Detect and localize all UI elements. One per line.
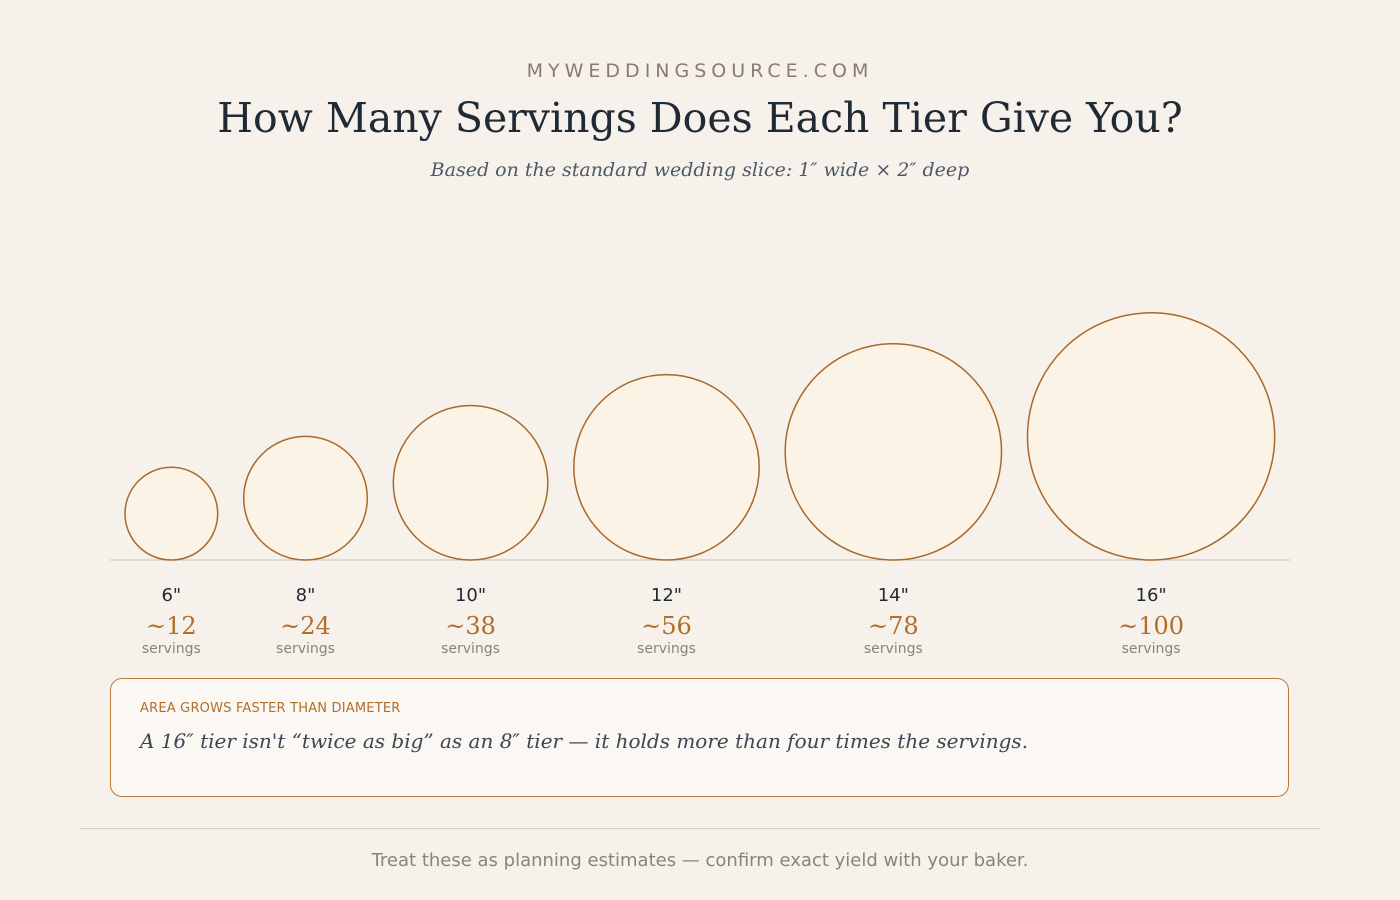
tier-servings-unit-6: servings xyxy=(142,641,201,657)
chart-title: How Many Servings Does Each Tier Give Yo… xyxy=(217,94,1183,142)
callout-text: A 16″ tier isn't “twice as big” as an 8″… xyxy=(140,729,1029,753)
tier-servings-unit-16: servings xyxy=(1122,641,1181,657)
callout-box: AREA GROWS FASTER THAN DIAMETER A 16″ ti… xyxy=(110,678,1289,797)
tier-circle-10 xyxy=(392,404,549,561)
footer-note: Treat these as planning estimates — conf… xyxy=(371,850,1029,871)
footer-divider xyxy=(80,828,1320,829)
brand-name: MYWEDDINGSOURCE.COM xyxy=(526,60,874,82)
callout-label: AREA GROWS FASTER THAN DIAMETER xyxy=(140,701,401,716)
tier-servings-unit-14: servings xyxy=(864,641,923,657)
tier-circle-12 xyxy=(573,373,760,561)
tier-circle-8 xyxy=(242,435,369,561)
tier-servings-value-8: ~24 xyxy=(280,612,331,640)
tier-size-label-8: 8" xyxy=(296,585,316,606)
tier-servings-unit-12: servings xyxy=(637,641,696,657)
tier-size-label-12: 12" xyxy=(651,585,682,606)
tier-servings-value-14: ~78 xyxy=(868,612,919,640)
tier-size-label-14: 14" xyxy=(878,585,909,606)
tier-servings-unit-8: servings xyxy=(276,641,335,657)
tier-servings-value-10: ~38 xyxy=(445,612,496,640)
tier-size-label-6: 6" xyxy=(161,585,181,606)
tier-circle-16 xyxy=(1026,312,1276,561)
tier-servings-value-12: ~56 xyxy=(641,612,692,640)
tier-servings-value-16: ~100 xyxy=(1118,612,1184,640)
tier-servings-chart: 6"~12servings8"~24servings10"~38servings… xyxy=(110,312,1290,657)
tier-size-label-10: 10" xyxy=(455,585,486,606)
tier-servings-value-6: ~12 xyxy=(146,612,197,640)
chart-subtitle: Based on the standard wedding slice: 1″ … xyxy=(430,159,970,181)
tier-circle-14 xyxy=(784,342,1003,561)
tier-circle-6 xyxy=(124,466,219,561)
tier-servings-unit-10: servings xyxy=(441,641,500,657)
tier-size-label-16: 16" xyxy=(1136,585,1167,606)
